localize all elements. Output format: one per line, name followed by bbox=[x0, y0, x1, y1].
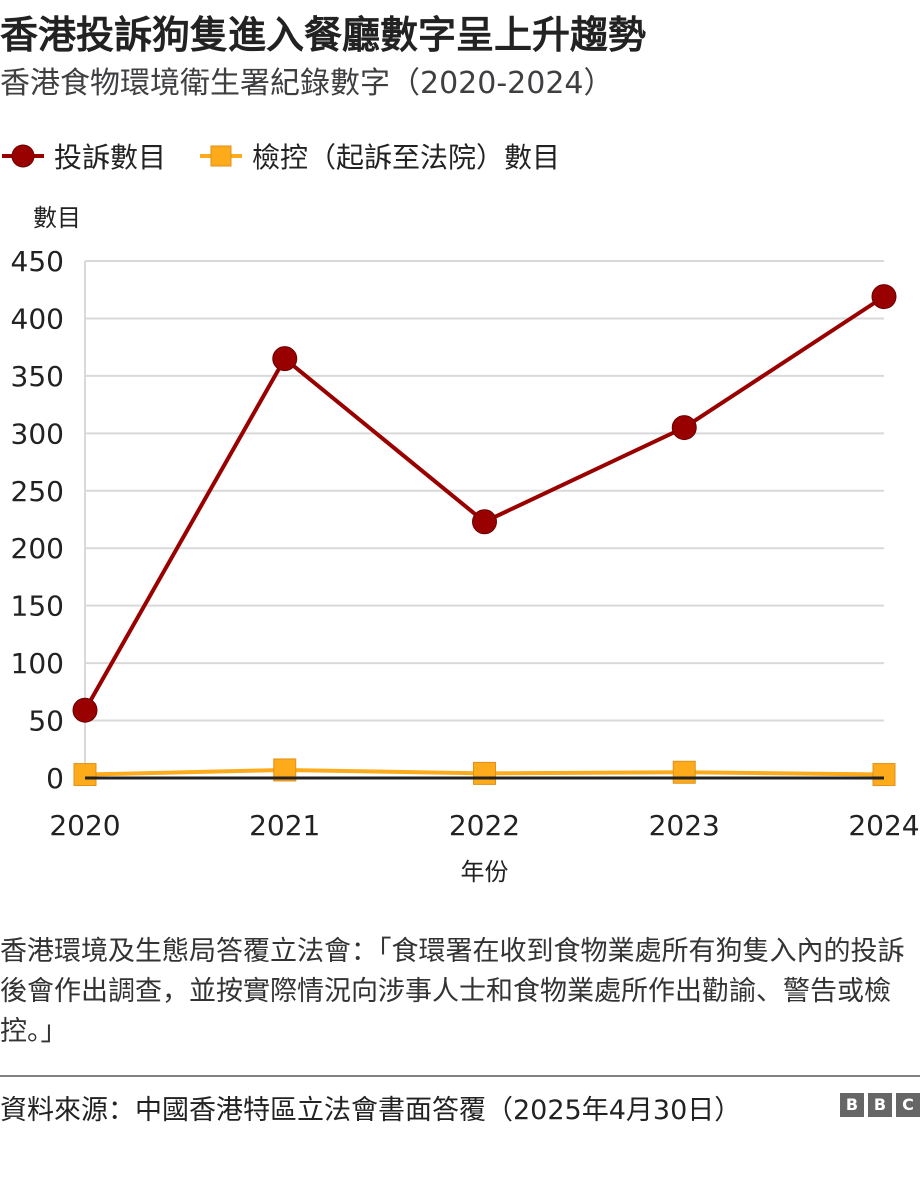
legend-square-marker-icon bbox=[200, 145, 243, 167]
legend-circle-marker-icon bbox=[2, 144, 44, 168]
bbc-logo-block: B bbox=[868, 1093, 892, 1117]
legend: 投訴數目 檢控（起訴至法院）數目 bbox=[0, 136, 592, 176]
divider bbox=[0, 1075, 920, 1077]
y-tick-label: 100 bbox=[11, 647, 64, 680]
x-tick-label: 2023 bbox=[649, 809, 720, 842]
x-tick-label: 2020 bbox=[49, 809, 120, 842]
x-axis-title: 年份 bbox=[461, 858, 509, 886]
legend-label-complaints: 投訴數目 bbox=[54, 141, 167, 174]
x-tick-label: 2021 bbox=[249, 809, 320, 842]
legend-item-complaints: 投訴數目 bbox=[0, 136, 166, 176]
data-point-complaints bbox=[272, 346, 298, 372]
bbc-logo: B B C bbox=[836, 1093, 920, 1117]
data-point-prosecutions bbox=[872, 763, 896, 787]
y-tick-label: 150 bbox=[11, 590, 64, 623]
data-point-prosecutions bbox=[672, 760, 696, 784]
data-point-complaints bbox=[671, 415, 697, 441]
y-tick-label: 400 bbox=[11, 302, 64, 335]
chart-title: 香港投訴狗隻進入餐廳數字呈上升趨勢 bbox=[0, 13, 647, 57]
y-tick-label: 300 bbox=[11, 417, 64, 450]
bbc-logo-block: B bbox=[840, 1093, 864, 1117]
y-tick-label: 50 bbox=[28, 705, 64, 738]
data-point-complaints bbox=[871, 284, 897, 310]
series bbox=[72, 284, 897, 787]
data-point-prosecutions bbox=[73, 763, 97, 787]
y-tick-label: 250 bbox=[11, 475, 64, 508]
legend-label-prosecutions: 檢控（起訴至法院）數目 bbox=[252, 141, 561, 174]
x-tick-label: 2022 bbox=[449, 809, 520, 842]
bbc-logo-block: C bbox=[896, 1093, 920, 1117]
data-point-prosecutions bbox=[473, 761, 496, 785]
legend-item-prosecutions: 檢控（起訴至法院）數目 bbox=[198, 136, 560, 176]
line-chart: 數目 0 50 100 150 200 250 300 350 400 450 2020 2021 202… bbox=[11, 204, 920, 886]
y-tick-label: 200 bbox=[11, 532, 64, 565]
y-tick-label: 350 bbox=[11, 360, 64, 393]
source-text: 資料來源：中國香港特區立法會書面答覆（2025年4月30日） bbox=[0, 1095, 742, 1126]
series-line-0 bbox=[83, 294, 886, 712]
footnote: 香港環境及生態局答覆立法會：「食環署在收到食物業處所有狗隻入內的投訴後會作出調查… bbox=[0, 936, 905, 1047]
x-tick-label: 2024 bbox=[848, 809, 919, 842]
gridlines bbox=[85, 260, 884, 722]
y-tick-label: 0 bbox=[46, 762, 64, 795]
axes: 數目 0 50 100 150 200 250 300 350 400 450 2020 2021 202… bbox=[11, 204, 920, 886]
chart-subtitle: 香港食物環境衛生署紀錄數字（2020-2024） bbox=[0, 66, 614, 101]
y-axis-title: 數目 bbox=[33, 204, 81, 232]
data-point-complaints bbox=[72, 697, 98, 723]
data-point-prosecutions bbox=[273, 758, 297, 782]
y-tick-label: 450 bbox=[11, 245, 64, 278]
data-point-complaints bbox=[472, 509, 497, 535]
